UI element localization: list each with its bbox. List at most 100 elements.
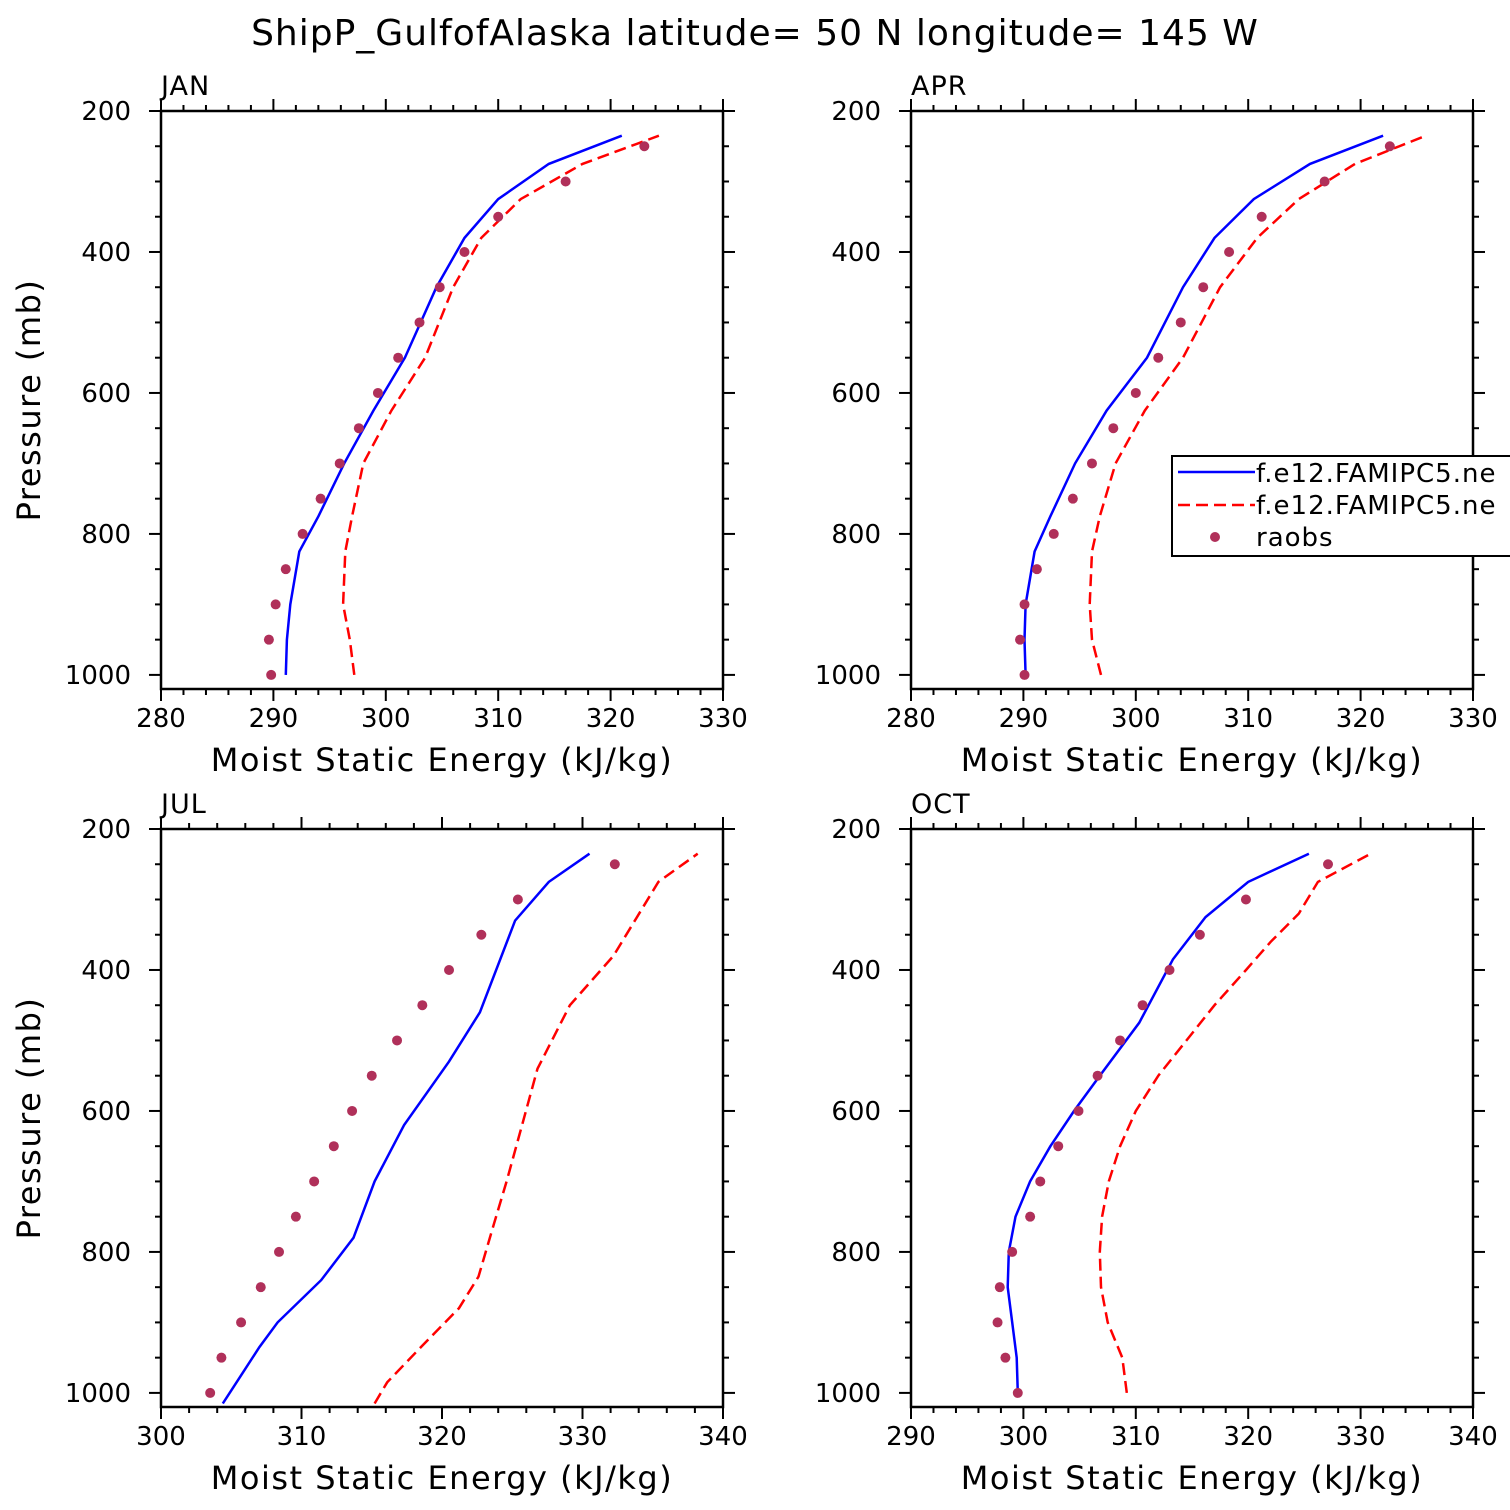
raobs-point (1319, 176, 1330, 187)
x-tick-label: 320 (586, 704, 636, 734)
raobs-point (1092, 1070, 1103, 1081)
raobs-point (297, 528, 308, 539)
y-tick-label: 200 (831, 97, 881, 127)
plot-frame-jan (159, 109, 725, 691)
raobs-point (434, 282, 445, 293)
raobs-point (1067, 493, 1078, 504)
raobs-point (1194, 929, 1205, 940)
x-tick-label: 290 (886, 1422, 936, 1452)
raobs-point (270, 599, 281, 610)
raobs-point (393, 352, 404, 363)
y-tick-label: 400 (81, 238, 131, 268)
y-tick-label: 800 (831, 520, 881, 550)
raobs-point (1256, 211, 1267, 222)
raobs-point (1384, 141, 1395, 152)
panel-label-oct: OCT (911, 789, 971, 820)
x-tick-label: 320 (1336, 704, 1386, 734)
raobs-point (1153, 352, 1164, 363)
raobs-point (1175, 317, 1186, 328)
y-tick-label: 600 (831, 1097, 881, 1127)
y-tick-label: 200 (81, 815, 131, 845)
legend-raobs-marker (1210, 532, 1220, 542)
x-tick-label: 330 (698, 704, 748, 734)
x-tick-label: 330 (558, 1422, 608, 1452)
raobs-point (263, 634, 274, 645)
raobs-point (366, 1070, 377, 1081)
raobs-point (372, 387, 383, 398)
plot-frame-apr (909, 109, 1475, 691)
raobs-point (1137, 1000, 1148, 1011)
model-1-solid-line (284, 134, 623, 675)
x-tick-label: 340 (1448, 1422, 1498, 1452)
legend-label-model-2: f.e12.FAMIPC5.ne (1256, 491, 1496, 521)
legend-label-model-1: f.e12.FAMIPC5.ne (1256, 459, 1496, 489)
raobs-point (315, 493, 326, 504)
y-tick-label: 200 (831, 815, 881, 845)
raobs-point (1019, 599, 1030, 610)
raobs-point (255, 1282, 266, 1293)
y-tick-label: 800 (831, 1238, 881, 1268)
panel-label-apr: APR (911, 71, 968, 102)
y-tick-label: 1000 (65, 1379, 131, 1409)
y-tick-label: 400 (831, 956, 881, 986)
model-2-dashed-line (1088, 134, 1427, 676)
x-tick-label: 290 (249, 704, 299, 734)
model-2-dashed-line (373, 852, 699, 1405)
raobs-point (1025, 1211, 1036, 1222)
x-tick-label: 310 (277, 1422, 327, 1452)
raobs-point (1130, 387, 1141, 398)
raobs-point (1035, 1176, 1046, 1187)
x-axis-label-jul: Moist Static Energy (kJ/kg) (211, 1459, 673, 1497)
model-2-dashed-line (1098, 852, 1372, 1394)
x-tick-label: 320 (417, 1422, 467, 1452)
raobs-point (1108, 423, 1119, 434)
x-axis-label-apr: Moist Static Energy (kJ/kg) (961, 741, 1423, 779)
raobs-point (639, 141, 650, 152)
y-tick-label: 600 (831, 379, 881, 409)
raobs-point (560, 176, 571, 187)
raobs-point (1198, 282, 1209, 293)
y-axis-label-jan: Pressure (mb) (10, 279, 48, 522)
raobs-point (1086, 458, 1097, 469)
x-tick-label: 330 (1448, 704, 1498, 734)
raobs-point (609, 859, 620, 870)
x-tick-label: 340 (698, 1422, 748, 1452)
y-tick-label: 800 (81, 520, 131, 550)
raobs-point (493, 211, 504, 222)
y-tick-label: 400 (81, 956, 131, 986)
y-tick-label: 400 (831, 238, 881, 268)
model-1-solid-line (1023, 134, 1384, 675)
raobs-point (274, 1246, 285, 1257)
raobs-point (459, 246, 470, 257)
raobs-point (1007, 1246, 1018, 1257)
x-axis-label-jan: Moist Static Energy (kJ/kg) (211, 741, 673, 779)
raobs-point (1053, 1141, 1064, 1152)
raobs-point (1019, 669, 1030, 680)
raobs-point (417, 1000, 428, 1011)
raobs-point (1031, 564, 1042, 575)
x-tick-label: 310 (1223, 704, 1273, 734)
x-tick-label: 300 (361, 704, 411, 734)
x-tick-label: 280 (886, 704, 936, 734)
x-tick-label: 300 (1111, 704, 1161, 734)
raobs-point (1048, 528, 1059, 539)
x-tick-label: 280 (136, 704, 186, 734)
y-tick-label: 600 (81, 1097, 131, 1127)
model-1-solid-line (221, 852, 591, 1405)
y-tick-label: 200 (81, 97, 131, 127)
raobs-point (1012, 1387, 1023, 1398)
model-2-dashed-line (341, 134, 660, 676)
raobs-point (1224, 246, 1235, 257)
raobs-point (290, 1211, 301, 1222)
x-tick-label: 300 (999, 1422, 1049, 1452)
raobs-point (353, 423, 364, 434)
raobs-point (1000, 1352, 1011, 1363)
y-tick-label: 1000 (815, 661, 881, 691)
y-tick-label: 1000 (65, 661, 131, 691)
figure-title: ShipP_GulfofAlaska latitude= 50 N longit… (251, 13, 1259, 54)
raobs-point (392, 1035, 403, 1046)
raobs-point (1015, 634, 1026, 645)
raobs-point (1323, 859, 1334, 870)
raobs-point (309, 1176, 320, 1187)
